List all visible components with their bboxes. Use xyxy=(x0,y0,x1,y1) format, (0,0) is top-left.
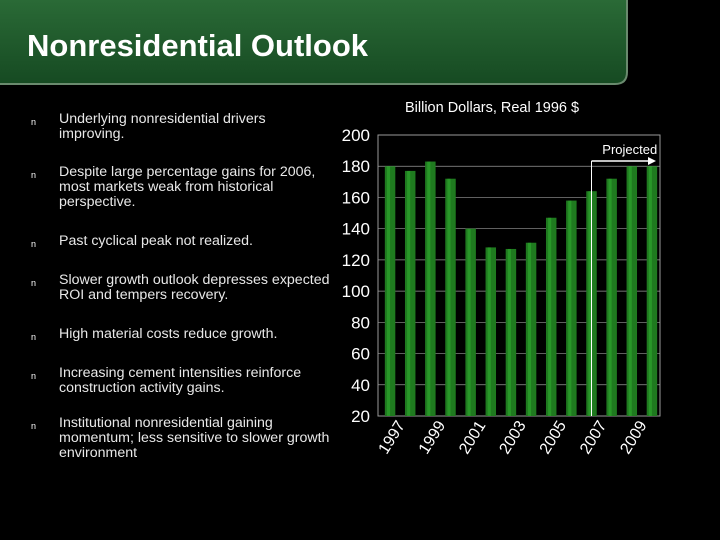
x-tick-label: 2009 xyxy=(617,418,650,457)
bar-2003 xyxy=(505,248,517,416)
bar-highlight xyxy=(548,217,552,416)
square-bullet-icon: n xyxy=(31,239,37,249)
bar-highlight xyxy=(487,247,491,416)
y-tick-label: 200 xyxy=(342,126,370,145)
bullet-item: n Slower growth outlook depresses expect… xyxy=(30,273,330,303)
bullet-text: Slower growth outlook depresses expected… xyxy=(59,272,330,303)
bar-highlight xyxy=(648,166,652,416)
bullet-text: Underlying nonresidential drivers improv… xyxy=(59,111,266,142)
bullet-item: n Institutional nonresidential gaining m… xyxy=(30,416,330,461)
bar-highlight xyxy=(386,166,391,416)
y-tick-label: 40 xyxy=(351,376,370,395)
bar-highlight xyxy=(407,170,411,416)
y-tick-label: 80 xyxy=(351,313,370,332)
bar-highlight xyxy=(527,242,532,416)
plot-frame xyxy=(377,134,661,417)
y-tick-label: 20 xyxy=(351,407,370,426)
bar-2006 xyxy=(566,200,577,416)
slide-title: Nonresidential Outlook xyxy=(27,28,369,63)
square-bullet-icon: n xyxy=(31,332,37,342)
bar-highlight xyxy=(628,166,632,416)
y-tick-label: 60 xyxy=(351,345,370,364)
y-tick-label: 180 xyxy=(342,157,370,176)
bar-2005 xyxy=(545,217,557,416)
bullet-item: n Past cyclical peak not realized. xyxy=(30,233,330,250)
x-tick-label: 2005 xyxy=(537,418,570,457)
bullet-text: Despite large percentage gains for 2006,… xyxy=(59,164,316,210)
bullet-text: Institutional nonresidential gaining mom… xyxy=(59,415,330,461)
header-band: Nonresidential Outlook xyxy=(0,0,720,90)
y-tick-label: 120 xyxy=(342,251,370,270)
y-tick-label: 100 xyxy=(342,282,370,301)
bullet-text: Past cyclical peak not realized. xyxy=(59,233,253,249)
y-tick-label: 140 xyxy=(342,220,370,239)
bar-highlight xyxy=(447,178,451,416)
x-tick-label: 2001 xyxy=(456,418,489,457)
bar-highlight xyxy=(568,200,572,416)
bar-highlight xyxy=(588,191,592,416)
square-bullet-icon: n xyxy=(31,170,37,180)
bar-highlight xyxy=(608,178,612,416)
bullet-item: n High material costs reduce growth. xyxy=(30,326,330,343)
square-bullet-icon: n xyxy=(31,421,37,431)
square-bullet-icon: n xyxy=(31,371,37,381)
x-tick-label: 1999 xyxy=(416,418,449,457)
bar-1998 xyxy=(404,170,416,416)
chart-title: Billion Dollars, Real 1996 $ xyxy=(405,100,580,116)
bar-highlight xyxy=(467,228,471,416)
bullet-list: n Underlying nonresidential drivers impr… xyxy=(30,112,330,461)
bullet-text: Increasing cement intensities reinforce … xyxy=(59,365,302,396)
bullet-item: n Underlying nonresidential drivers impr… xyxy=(30,112,330,142)
y-tick-label: 160 xyxy=(342,188,370,207)
x-tick-label: 1997 xyxy=(376,418,409,457)
projected-label: Projected xyxy=(602,142,657,157)
bar-highlight xyxy=(427,161,431,416)
bullet-text: High material costs reduce growth. xyxy=(59,326,278,342)
projected-arrow-head-icon xyxy=(648,157,656,165)
header-background xyxy=(0,0,628,85)
bar-highlight xyxy=(507,248,511,416)
bullet-item: n Increasing cement intensities reinforc… xyxy=(30,366,330,396)
x-tick-label: 2007 xyxy=(577,418,610,457)
x-tick-label: 2003 xyxy=(496,418,529,457)
square-bullet-icon: n xyxy=(31,117,37,127)
bar-2009 xyxy=(626,166,638,416)
square-bullet-icon: n xyxy=(31,278,37,288)
bullet-item: n Despite large percentage gains for 200… xyxy=(30,165,330,210)
